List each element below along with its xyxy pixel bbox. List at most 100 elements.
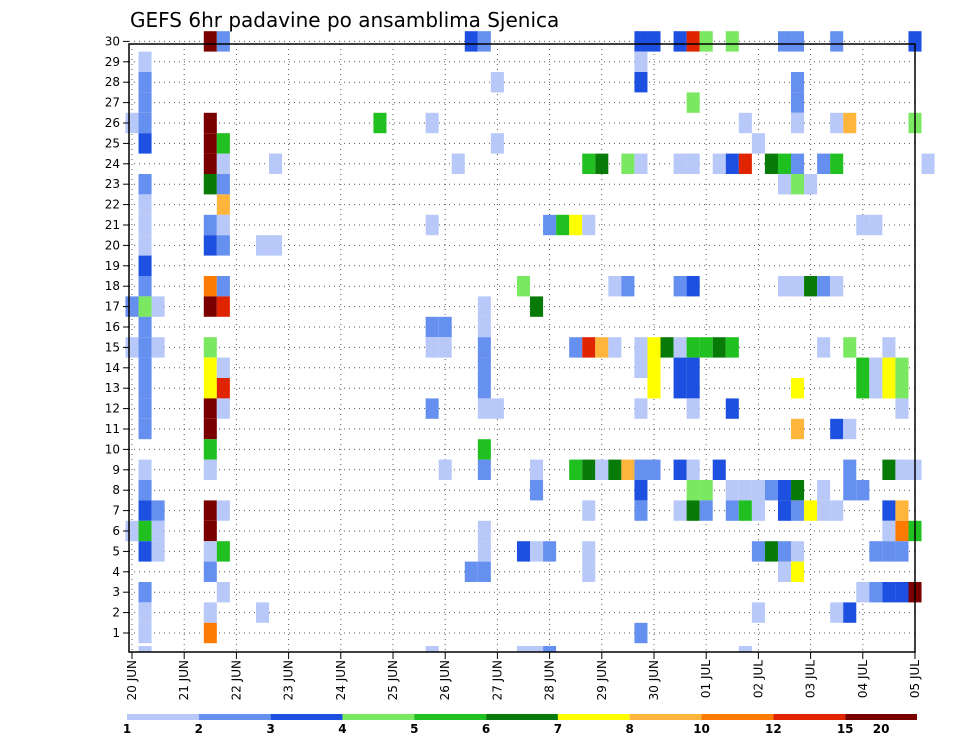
- heatmap-cell: [687, 358, 700, 378]
- heatmap-cells: [125, 31, 934, 652]
- heatmap-cell: [204, 113, 217, 133]
- heatmap-cell: [204, 419, 217, 439]
- heatmap-cell: [621, 460, 634, 480]
- heatmap-cell: [530, 541, 543, 561]
- heatmap-cell: [152, 296, 165, 316]
- heatmap-cell: [791, 500, 804, 520]
- x-tick-label: 28 JUN: [543, 660, 557, 700]
- heatmap-cell: [139, 174, 152, 194]
- heatmap-cell: [739, 113, 752, 133]
- heatmap-cell: [139, 296, 152, 316]
- heatmap-cell: [713, 460, 726, 480]
- heatmap-cell: [582, 154, 595, 174]
- heatmap-cell: [882, 541, 895, 561]
- legend-swatch: [271, 714, 343, 720]
- heatmap-cell: [152, 337, 165, 357]
- x-tick-label: 25 JUN: [386, 660, 400, 700]
- y-tick-label: 29: [105, 55, 120, 69]
- heatmap-cell: [726, 154, 739, 174]
- heatmap-cell: [791, 419, 804, 439]
- heatmap-cell: [204, 500, 217, 520]
- legend-label: 12: [765, 722, 782, 736]
- legend-label: 2: [195, 722, 203, 736]
- heatmap-cell: [634, 358, 647, 378]
- heatmap-cell: [739, 500, 752, 520]
- heatmap-cell: [439, 317, 452, 337]
- heatmap-cell: [791, 562, 804, 582]
- heatmap-cell: [426, 646, 439, 652]
- x-tick-label: 22 JUN: [229, 660, 243, 700]
- heatmap-cell: [791, 480, 804, 500]
- heatmap-cell: [139, 92, 152, 112]
- heatmap-cell: [634, 52, 647, 72]
- heatmap-cell: [204, 296, 217, 316]
- legend-label: 6: [482, 722, 490, 736]
- heatmap-cell: [139, 52, 152, 72]
- x-tick-label: 03 JUL: [804, 660, 818, 698]
- heatmap-cell: [426, 317, 439, 337]
- heatmap-cell: [674, 337, 687, 357]
- heatmap-cell: [217, 541, 230, 561]
- heatmap-cell: [478, 562, 491, 582]
- heatmap-cell: [843, 419, 856, 439]
- heatmap-cell: [804, 276, 817, 296]
- color-legend: 1 2 3 4 5 6 7 8 10 12 15 20: [123, 714, 917, 736]
- heatmap-cell: [491, 133, 504, 153]
- heatmap-cell: [491, 72, 504, 92]
- heatmap-cell: [674, 154, 687, 174]
- y-tick-label: 21: [105, 218, 120, 232]
- heatmap-cell: [139, 623, 152, 643]
- x-tick-label: 01 JUL: [699, 660, 713, 698]
- heatmap-cell: [700, 337, 713, 357]
- heatmap-cell: [269, 154, 282, 174]
- heatmap-cell: [204, 460, 217, 480]
- heatmap-cell: [778, 500, 791, 520]
- heatmap-cell: [204, 623, 217, 643]
- heatmap-cell: [139, 276, 152, 296]
- heatmap-cell: [895, 582, 908, 602]
- heatmap-cell: [778, 31, 791, 51]
- y-tick-label: 30: [105, 34, 120, 48]
- heatmap-cell: [869, 378, 882, 398]
- heatmap-cell: [465, 31, 478, 51]
- heatmap-cell: [895, 521, 908, 541]
- x-tick-label: 23 JUN: [282, 660, 296, 700]
- heatmap-cell: [791, 92, 804, 112]
- heatmap-cell: [139, 419, 152, 439]
- legend-label: 20: [873, 722, 890, 736]
- y-tick-label: 25: [105, 136, 120, 150]
- y-tick-label: 12: [105, 402, 120, 416]
- heatmap-cell: [922, 154, 935, 174]
- heatmap-cell: [217, 398, 230, 418]
- heatmap-cell: [139, 646, 152, 652]
- heatmap-cell: [739, 154, 752, 174]
- heatmap-cell: [687, 31, 700, 51]
- heatmap-cell: [791, 113, 804, 133]
- heatmap-cell: [217, 582, 230, 602]
- heatmap-cell: [530, 460, 543, 480]
- heatmap-cell: [830, 154, 843, 174]
- heatmap-cell: [465, 562, 478, 582]
- heatmap-cell: [139, 378, 152, 398]
- heatmap-cell: [152, 541, 165, 561]
- y-tick-label: 22: [105, 198, 120, 212]
- heatmap-cell: [217, 174, 230, 194]
- heatmap-cell: [595, 337, 608, 357]
- heatmap-cell: [204, 439, 217, 459]
- heatmap-cell: [687, 154, 700, 174]
- heatmap-cell: [595, 154, 608, 174]
- x-tick-label: 20 JUN: [125, 660, 139, 700]
- heatmap-cell: [674, 378, 687, 398]
- heatmap-cell: [204, 276, 217, 296]
- heatmap-cell: [204, 235, 217, 255]
- heatmap-cell: [530, 296, 543, 316]
- heatmap-cell: [647, 337, 660, 357]
- heatmap-cell: [478, 358, 491, 378]
- heatmap-cell: [791, 72, 804, 92]
- heatmap-cell: [634, 31, 647, 51]
- heatmap-cell: [752, 500, 765, 520]
- heatmap-cell: [478, 31, 491, 51]
- heatmap-cell: [478, 378, 491, 398]
- y-tick-label: 17: [105, 300, 120, 314]
- y-tick-label: 3: [112, 585, 120, 599]
